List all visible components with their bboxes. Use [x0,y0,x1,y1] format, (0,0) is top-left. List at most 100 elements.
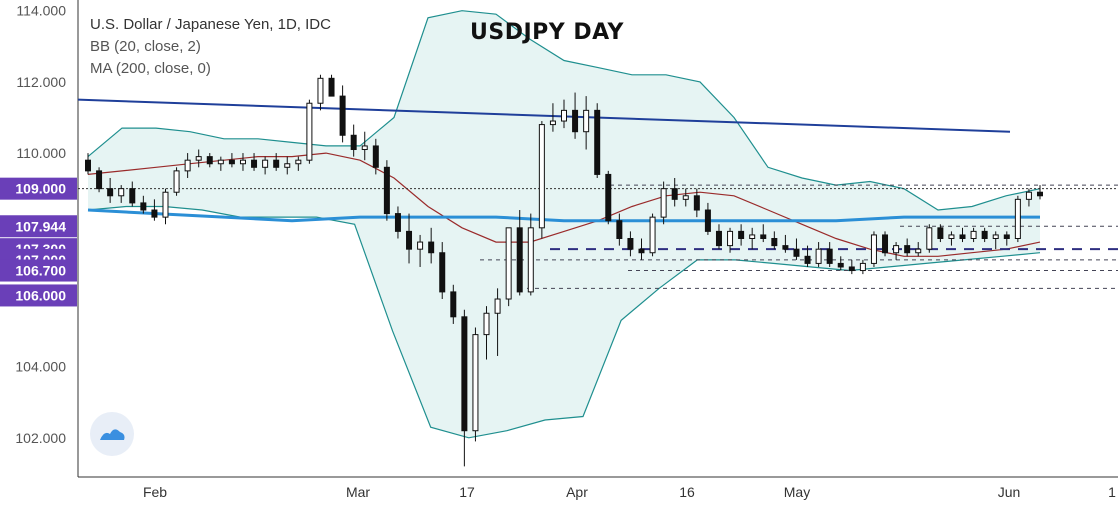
candle [494,288,501,356]
candle [605,170,612,225]
candle-body [96,170,103,190]
candle [594,103,601,178]
candle [118,185,125,203]
legend-ma: MA (200, close, 0) [90,60,211,77]
x-tick-label: Mar [346,484,370,500]
level-label-box [0,284,77,307]
level-label: 109.000 [15,181,66,197]
candle [350,124,357,157]
candle-body [151,209,158,218]
candle [328,74,335,97]
candle [239,153,246,171]
candle [273,153,280,171]
candle-body [793,248,800,257]
candle [450,284,457,324]
candle-body [406,230,413,250]
level-label-box [0,259,77,282]
candle-body [262,159,269,168]
candle-body [782,245,789,250]
candle-body [118,188,125,197]
candle [727,227,734,253]
candle-body [251,159,258,168]
candle-body [771,238,778,247]
candle-body [372,145,379,168]
candle [228,153,235,168]
candle [649,213,656,257]
candle [572,92,579,139]
candle-body [815,248,822,264]
candle [893,242,900,260]
candle-body [970,230,977,240]
candle-body [217,159,224,165]
candle [129,181,136,207]
candle-body [1025,191,1032,200]
candle-body [306,102,313,161]
candle [638,238,645,260]
candle [538,121,545,239]
candle [793,238,800,260]
candle-body [572,109,579,133]
candle-body [660,188,667,218]
bollinger-upper-line [87,10,1041,211]
candle [206,153,213,168]
candle [915,242,922,257]
candle [937,224,944,243]
candle-body [394,213,401,232]
candle-body [350,134,357,151]
candle [383,160,390,221]
candle [251,153,258,171]
candle-body [85,159,91,172]
x-tick-label: May [784,484,810,500]
candle-body [649,216,656,254]
candle-body [704,209,711,232]
candle [970,227,977,243]
candle [837,256,844,271]
candle-body [184,159,191,172]
candle-body [959,234,966,239]
level-label-box [0,177,77,200]
candle [771,231,778,250]
candle [1037,185,1043,200]
candle [472,327,479,442]
candle-body [893,245,900,254]
candle-body [926,227,933,250]
level-label: 106.700 [15,263,66,279]
candle-body [228,159,235,165]
candle-body [627,238,634,250]
candle-body [1037,191,1043,197]
candle-body [527,227,534,293]
candle [682,188,689,207]
candle [904,238,911,257]
candle [162,188,169,225]
candle [992,231,999,250]
y-tick-label: 102.000 [15,430,66,446]
candle [461,309,468,467]
candle [815,242,822,267]
candle-body [727,230,734,247]
candle-body [439,252,446,293]
candle [693,188,700,218]
candle [339,85,346,143]
candle-body [494,298,501,314]
candle-body [472,334,479,432]
candle [1025,188,1032,207]
candle [151,199,158,221]
candle-body [361,145,368,151]
candle-body [450,291,457,318]
candle [505,227,512,307]
candle [406,213,413,264]
candle [738,224,745,246]
candle [1014,195,1021,243]
candle [870,231,877,267]
candle [317,74,324,111]
candle-body [804,255,811,264]
candle [859,259,866,275]
trendline [77,98,1011,133]
candle [428,227,435,264]
candle-body [760,234,767,239]
candle [306,99,313,164]
candle [760,224,767,243]
candle-body [749,234,756,239]
